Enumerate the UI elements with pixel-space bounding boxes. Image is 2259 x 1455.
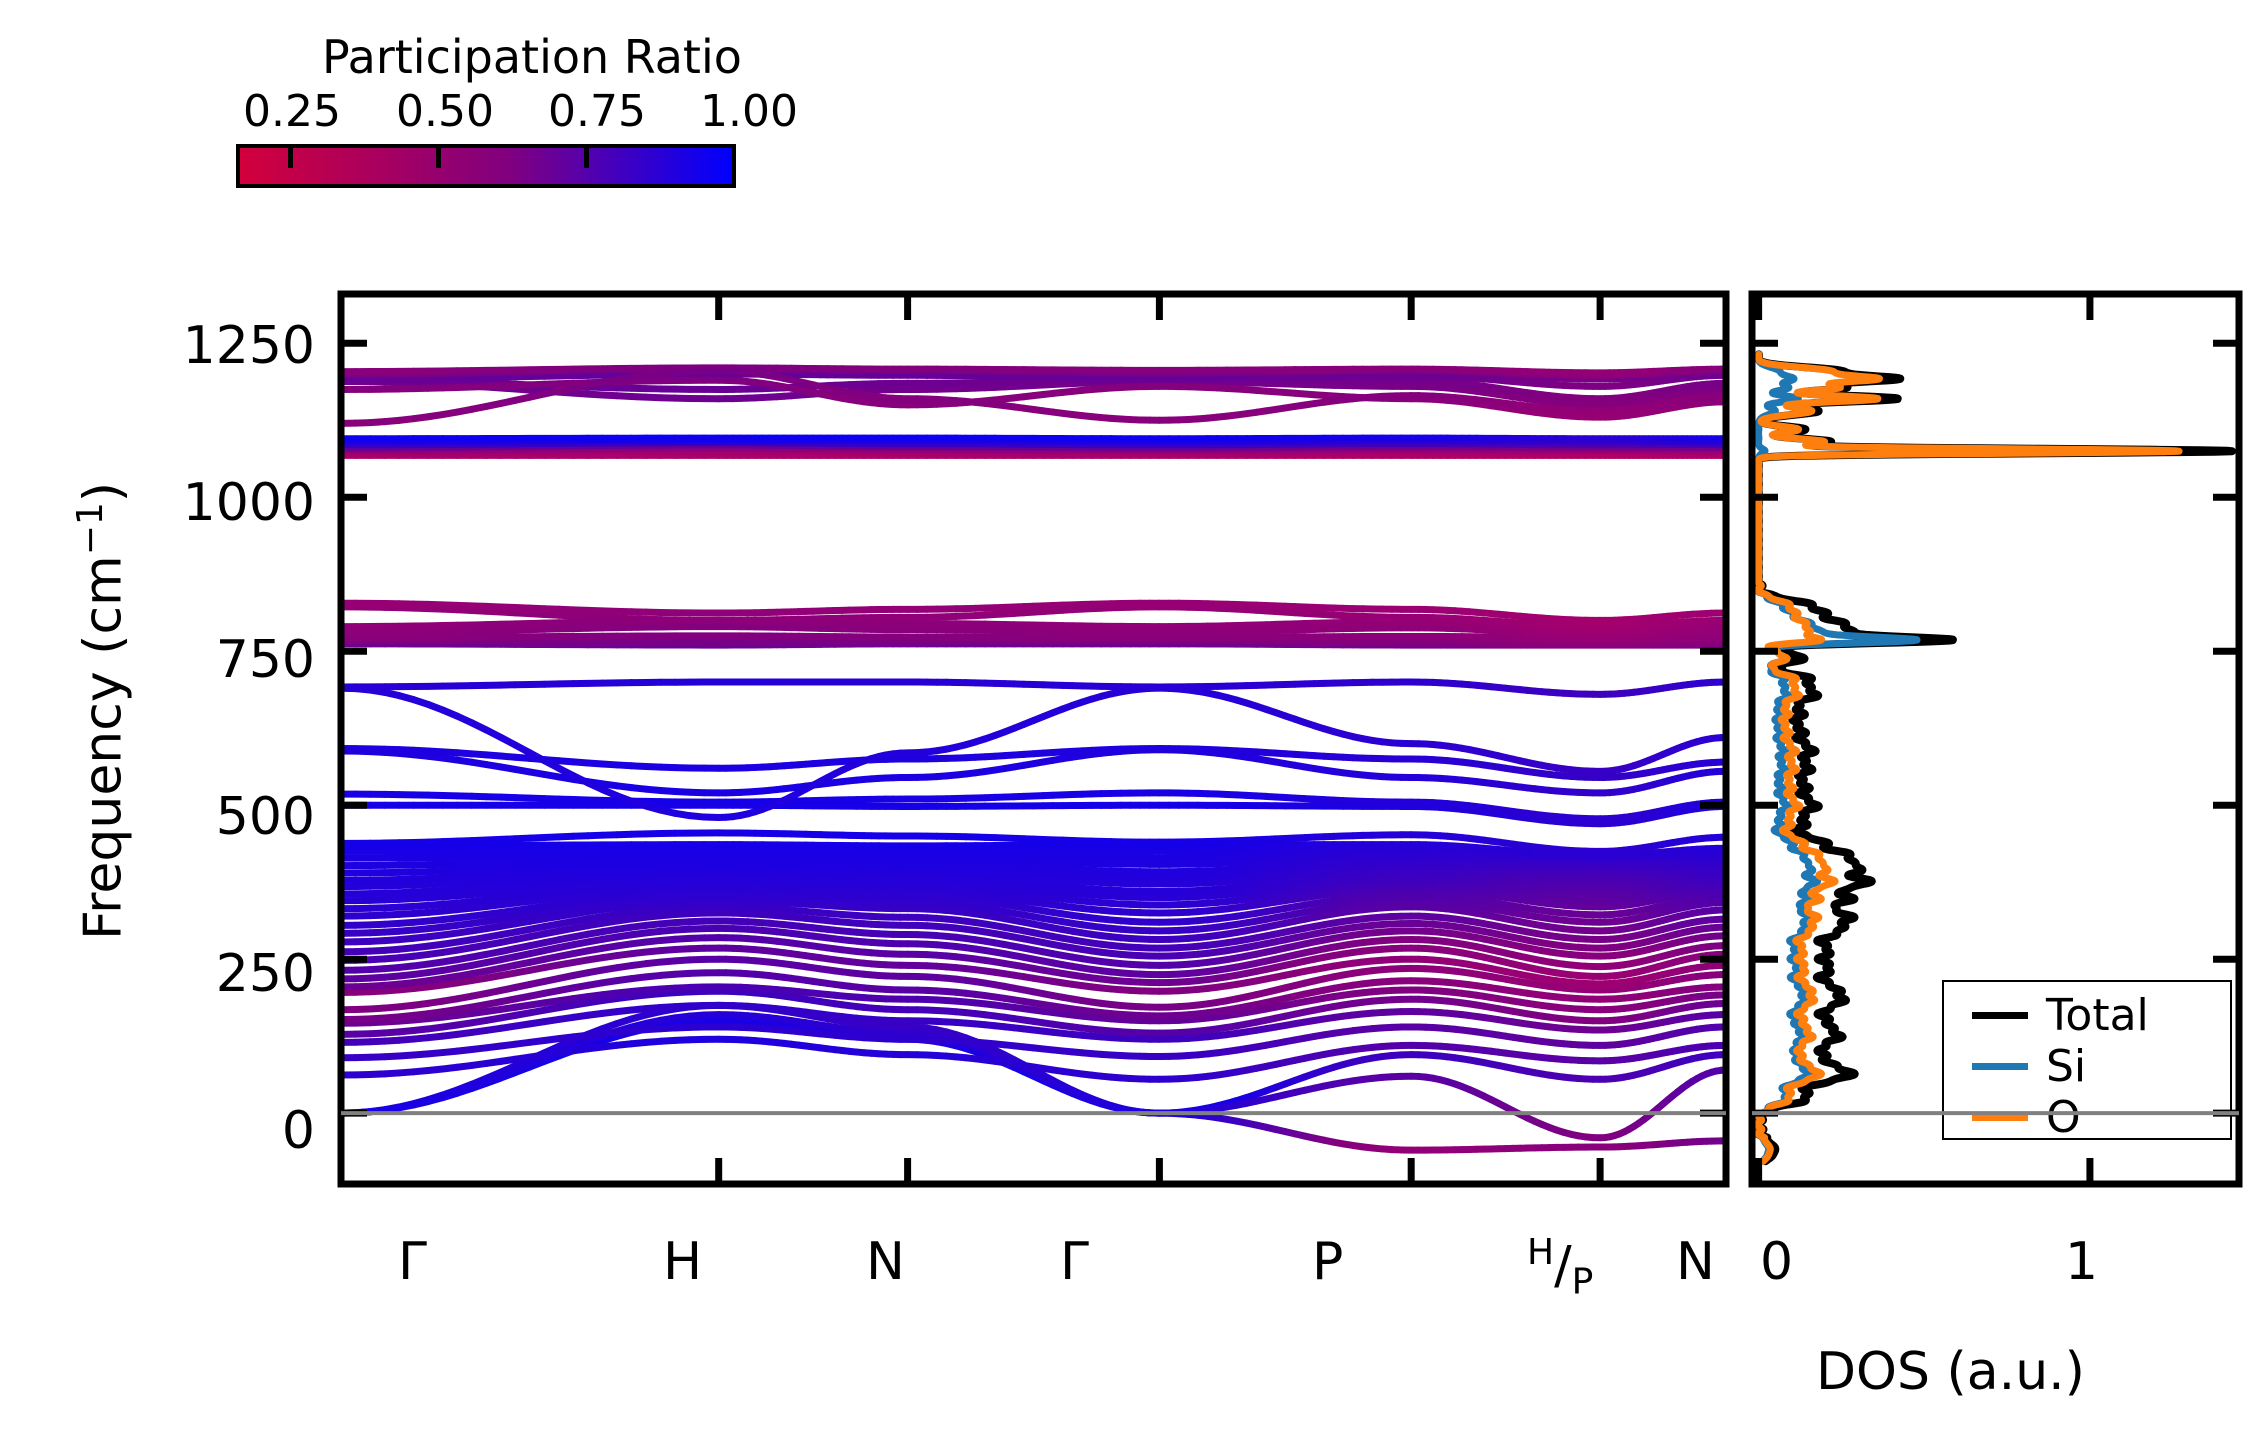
frequency-axis-label-text: Frequency (cm — [73, 555, 134, 940]
dos-axis-label: DOS (a.u.) — [1816, 1342, 2085, 1402]
xtick-label-H-over-P: H/P — [1527, 1232, 1593, 1303]
colorbar-tickmark-1 — [436, 148, 441, 168]
legend-entry-si[interactable]: Si — [1972, 1040, 2087, 1092]
xtick-H-over-P-slash: / — [1554, 1235, 1572, 1296]
xtick-H-over-P-denominator: P — [1571, 1261, 1594, 1303]
legend-entry-o[interactable]: O — [1972, 1091, 2081, 1143]
legend-swatch-total — [1972, 1011, 2028, 1019]
colorbar-tick-3: 1.00 — [700, 86, 798, 137]
ytick-label-250: 250 — [215, 944, 315, 1004]
participation-ratio-colorbar[interactable] — [236, 144, 736, 188]
legend-entry-total[interactable]: Total — [1972, 989, 2149, 1041]
frequency-axis-label: Frequency (cm−1) — [70, 481, 134, 940]
colorbar-tick-2: 0.75 — [548, 86, 646, 137]
colorbar-tick-0: 0.25 — [243, 86, 341, 137]
dos-xtick-label-1: 1 — [2065, 1232, 2099, 1292]
xtick-label-gamma-2: Γ — [1060, 1232, 1089, 1292]
ytick-label-750: 750 — [215, 630, 315, 690]
xtick-label-gamma-1: Γ — [398, 1232, 427, 1292]
colorbar-tick-1: 0.50 — [396, 86, 494, 137]
colorbar-tickmark-0 — [288, 148, 293, 168]
dos-xtick-label-0: 0 — [1760, 1232, 1794, 1292]
legend-label-o: O — [2046, 1091, 2081, 1143]
ytick-label-1250: 1250 — [182, 316, 315, 376]
ytick-label-500: 500 — [215, 787, 315, 847]
legend-label-total: Total — [2046, 989, 2149, 1041]
xtick-H-over-P-numerator: H — [1527, 1232, 1555, 1273]
colorbar-title: Participation Ratio — [322, 30, 742, 84]
legend-label-si: Si — [2046, 1040, 2087, 1092]
xtick-label-P: P — [1312, 1232, 1344, 1292]
band-structure-curves — [341, 364, 1726, 1154]
legend-swatch-si — [1972, 1062, 2028, 1070]
frequency-axis-exponent: −1 — [70, 502, 111, 556]
xtick-label-N-1: N — [866, 1232, 905, 1292]
ytick-label-1000: 1000 — [182, 473, 315, 533]
xtick-label-N-2: N — [1676, 1232, 1715, 1292]
colorbar-tickmark-2 — [584, 148, 589, 168]
ytick-label-0: 0 — [281, 1101, 315, 1161]
legend-swatch-o — [1972, 1113, 2028, 1121]
xtick-label-H: H — [663, 1232, 703, 1292]
